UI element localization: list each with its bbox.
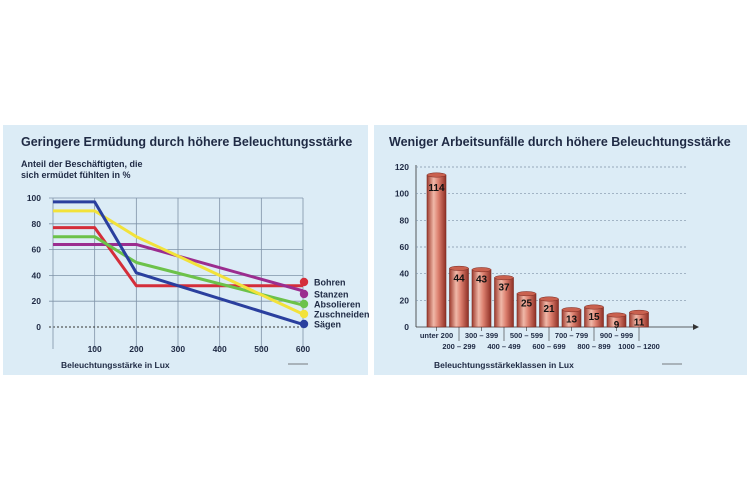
bar-top (561, 307, 582, 313)
series-line-stanzen (53, 242, 304, 293)
bar-value-label: 15 (588, 312, 600, 323)
accidents-chart-panel: Weniger Arbeitsunfälle durch höhere Bele… (374, 125, 747, 375)
legend-marker-stanzen (299, 289, 309, 299)
y-tick-label: 60 (32, 245, 42, 255)
y-tick-label: 0 (36, 322, 41, 332)
legend-marker-bohren (299, 277, 309, 287)
category-label: 500 – 599 (510, 331, 543, 340)
x-tick-label: 500 (254, 344, 268, 354)
category-label: 1000 – 1200 (618, 342, 660, 351)
bar-value-label: 13 (566, 315, 578, 326)
series-line-absolieren (53, 235, 304, 307)
series-line-sägen (53, 200, 304, 326)
fatigue-chart-panel: Geringere Ermüdung durch höhere Beleucht… (3, 125, 370, 375)
accidents-bar-chart: Weniger Arbeitsunfälle durch höhere Bele… (389, 135, 731, 370)
legend-label-sägen: Sägen (314, 320, 341, 330)
category-label: 200 – 299 (442, 342, 475, 351)
legend-label-zuschneiden: Zuschneiden (314, 310, 370, 320)
y-tick-label: 40 (400, 269, 410, 279)
y-tick-label: 80 (400, 215, 410, 225)
x-tick-label: 600 (296, 344, 310, 354)
x-tick-label: 100 (88, 344, 102, 354)
accidents-x-axis-label: Beleuchtungsstärkeklassen in Lux (434, 360, 574, 370)
category-label: 400 – 499 (487, 342, 520, 351)
category-label: 700 – 799 (555, 331, 588, 340)
fatigue-line-chart: Geringere Ermüdung durch höhere Beleucht… (21, 135, 370, 370)
y-tick-label: 100 (27, 193, 41, 203)
x-axis-arrowhead (693, 324, 699, 330)
bar-value-label: 11 (634, 317, 645, 328)
category-label: 900 – 999 (600, 331, 633, 340)
y-tick-label: 20 (400, 295, 410, 305)
y-tick-label: 80 (32, 219, 42, 229)
category-label: 800 – 899 (577, 342, 610, 351)
legend-marker-absolieren (299, 299, 309, 309)
bar-value-label: 43 (476, 275, 488, 286)
legend-marker-zuschneiden (299, 309, 309, 319)
series-line-zuschneiden (53, 209, 304, 316)
y-tick-label: 100 (395, 189, 409, 199)
bar-value-label: 9 (614, 320, 620, 331)
legend-label-stanzen: Stanzen (314, 290, 349, 300)
bar-top (629, 309, 649, 315)
y-tick-label: 40 (32, 270, 42, 280)
category-label: unter 200 (420, 331, 453, 340)
y-tick-label: 0 (404, 322, 409, 332)
bar-value-label: 44 (453, 273, 465, 284)
accidents-chart-title: Weniger Arbeitsunfälle durch höhere Bele… (389, 135, 731, 149)
x-tick-label: 300 (171, 344, 185, 354)
fatigue-y-label-line1: Anteil der Beschäftigten, die (21, 159, 143, 169)
fatigue-chart-title: Geringere Ermüdung durch höhere Beleucht… (21, 135, 352, 149)
category-label: 600 – 699 (532, 342, 565, 351)
bar-top (516, 291, 537, 297)
y-tick-label: 20 (32, 296, 42, 306)
bar-top (471, 267, 492, 273)
fatigue-y-label-line2: sich ermüdet fühlten in % (21, 170, 131, 180)
bar-top (494, 275, 514, 281)
bar-top (539, 296, 559, 302)
bar-value-label: 25 (521, 299, 533, 310)
bar-value-label: 21 (543, 304, 555, 315)
x-tick-label: 200 (129, 344, 143, 354)
y-tick-label: 60 (400, 242, 410, 252)
bar-value-label: 114 (428, 183, 445, 194)
legend-label-bohren: Bohren (314, 278, 346, 288)
series-line-bohren (53, 226, 303, 288)
bar-value-label: 37 (498, 283, 510, 294)
category-label: 300 – 399 (465, 331, 498, 340)
bar (426, 174, 447, 328)
legend-label-absolieren: Absolieren (314, 300, 361, 310)
y-tick-label: 120 (395, 162, 409, 172)
legend-marker-sägen (299, 319, 309, 329)
bar-top (449, 265, 469, 271)
x-tick-label: 400 (213, 344, 227, 354)
fatigue-x-axis-label: Beleuchtungsstärke in Lux (61, 360, 170, 370)
bar-top (606, 312, 627, 318)
bar-top (426, 172, 447, 178)
bar-top (584, 304, 604, 310)
